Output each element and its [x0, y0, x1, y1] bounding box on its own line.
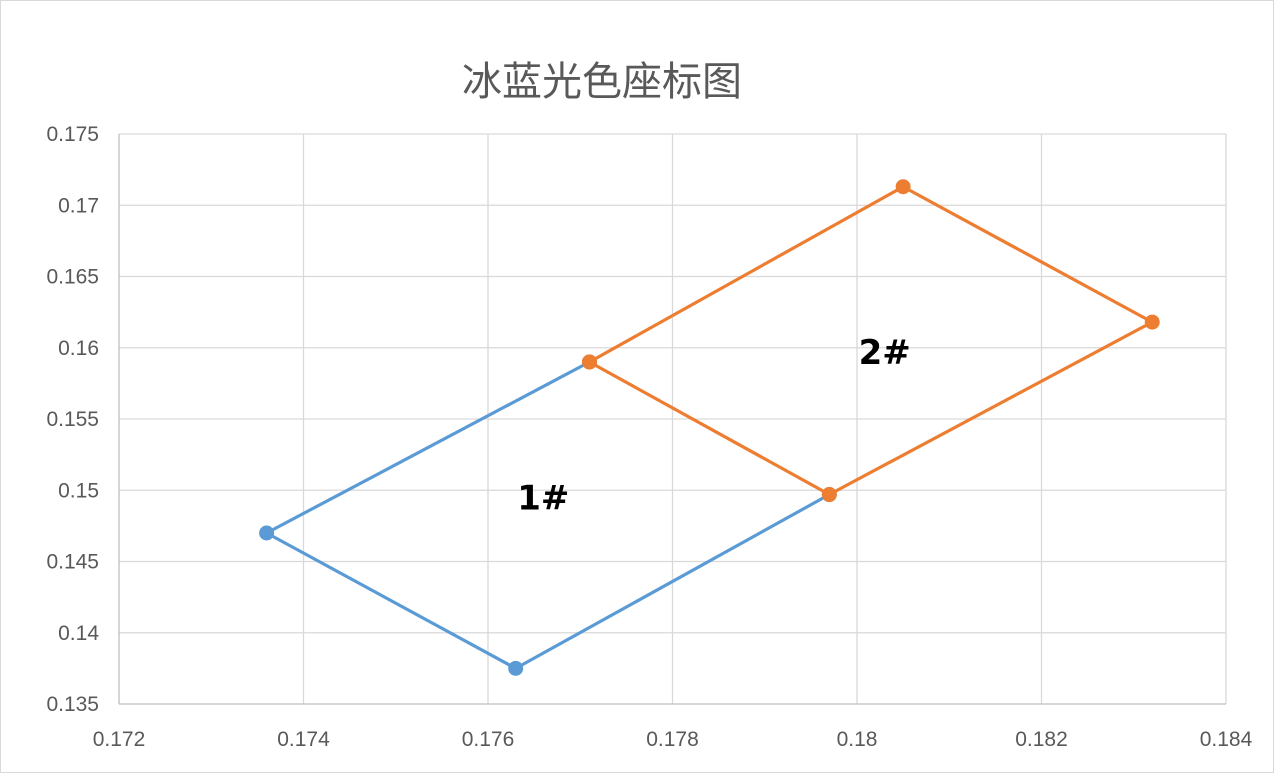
y-tick-label: 0.16 [58, 337, 99, 360]
grid-layer [119, 133, 1227, 704]
x-tick-label: 0.178 [646, 728, 699, 751]
series-1-point [508, 660, 524, 676]
series-2-point [821, 487, 837, 503]
x-tick-label: 0.176 [462, 728, 515, 751]
x-tick-label: 0.172 [93, 728, 146, 751]
x-tick-label: 0.182 [1015, 728, 1068, 751]
series-1-point [259, 525, 275, 541]
series-2-point [581, 354, 597, 370]
x-tick-label: 0.184 [1200, 728, 1253, 751]
label-layer: 1# 2# [517, 333, 910, 518]
x-tick-label: 0.18 [837, 728, 878, 751]
y-tick-label: 0.14 [58, 622, 99, 645]
series-2-point [1144, 314, 1160, 330]
x-tick-label: 0.174 [277, 728, 330, 751]
y-tick-label: 0.15 [58, 479, 99, 502]
y-tick-label: 0.175 [46, 123, 99, 146]
y-tick-label: 0.135 [46, 693, 99, 716]
series-1-line [265, 360, 831, 670]
y-tick-label: 0.155 [46, 408, 99, 431]
y-tick-label: 0.145 [46, 551, 99, 574]
chart-title: 冰蓝光色座标图 [462, 59, 742, 105]
series-2-point [895, 179, 911, 195]
y-tick-label: 0.165 [46, 266, 99, 289]
axis-layer: 0.172 0.174 0.176 0.178 0.18 0.182 0.184 0.135 0… [46, 123, 1252, 751]
series-layer [259, 179, 1160, 676]
annotation-label-1: 1# [517, 478, 569, 518]
y-tick-label: 0.17 [58, 194, 99, 217]
annotation-label-2: 2# [859, 333, 911, 373]
